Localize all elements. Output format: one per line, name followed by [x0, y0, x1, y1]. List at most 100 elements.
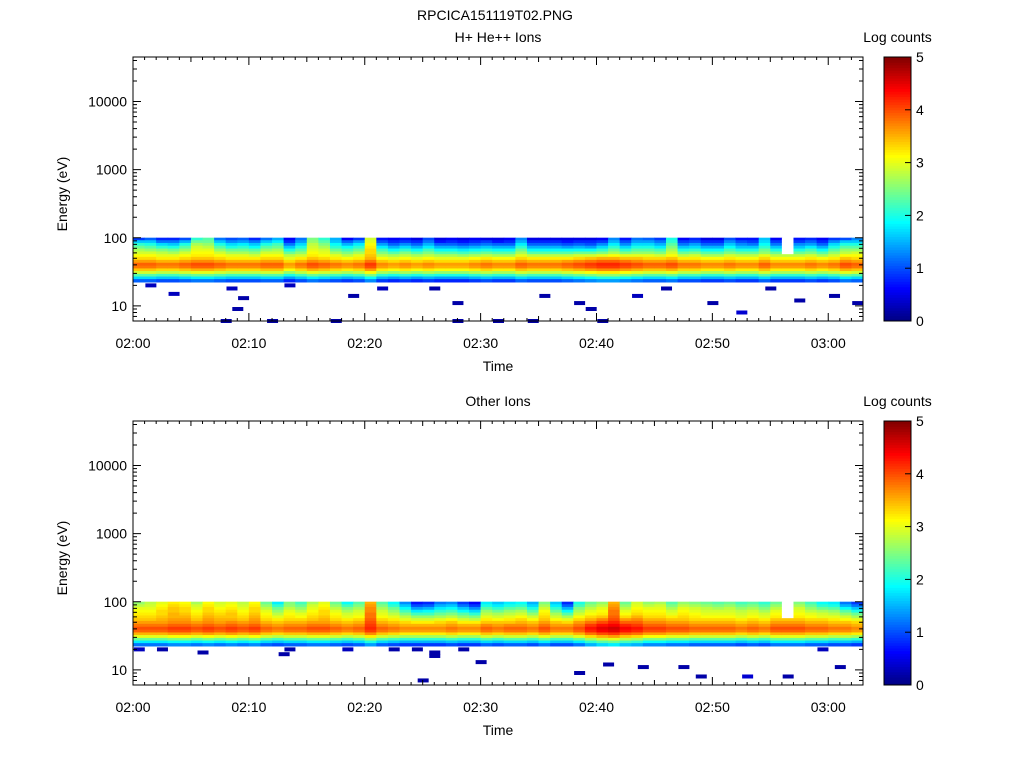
colorbar-swatch	[884, 120, 911, 124]
heatmap-cell	[399, 612, 412, 616]
heatmap-cell	[237, 245, 250, 249]
heatmap-cell	[608, 629, 621, 633]
heatmap-cell	[272, 276, 285, 280]
x-tick-label: 02:10	[231, 335, 266, 351]
heatmap-cell	[700, 643, 713, 647]
heatmap-cell	[353, 626, 366, 631]
heatmap-cell	[608, 242, 621, 247]
heatmap-cell	[596, 254, 609, 258]
heatmap-cell	[156, 601, 169, 605]
colorbar-swatch	[884, 650, 911, 654]
heatmap-cell	[329, 237, 342, 241]
colorbar-swatch	[884, 450, 911, 454]
heatmap-cell	[526, 618, 539, 622]
heatmap-cell	[689, 259, 702, 264]
heatmap-cell	[329, 268, 342, 272]
heatmap-cell	[689, 601, 702, 605]
heatmap-cell	[376, 237, 389, 241]
heatmap-cell	[156, 279, 169, 283]
heatmap-cell	[677, 632, 690, 636]
heatmap-cell	[422, 271, 435, 275]
heatmap-cell	[306, 640, 319, 644]
heatmap-cell	[747, 626, 760, 631]
heatmap-cell	[526, 640, 539, 644]
heatmap-cell	[306, 276, 319, 280]
heatmap-cell	[723, 271, 736, 275]
heatmap-cell	[642, 271, 655, 275]
heatmap-cell	[666, 609, 679, 613]
heatmap-cell	[329, 609, 342, 613]
heatmap-cell	[781, 626, 794, 631]
heatmap-cell	[295, 240, 308, 244]
heatmap-cell	[816, 643, 829, 647]
heatmap-cell	[758, 273, 771, 277]
colorbar-tick-label: 3	[916, 519, 924, 535]
heatmap-cell	[642, 273, 655, 277]
heatmap-cell	[133, 632, 145, 636]
heatmap-cell	[654, 271, 667, 275]
heatmap-cell	[723, 601, 736, 605]
heatmap-cell	[341, 640, 354, 644]
heatmap-cell	[399, 620, 412, 625]
colorbar-swatch	[884, 78, 911, 82]
heatmap-cell	[839, 240, 852, 244]
heatmap-cell	[758, 643, 771, 647]
heatmap-cell	[399, 256, 412, 261]
colorbar-swatch	[884, 299, 911, 304]
heatmap-cell	[828, 242, 841, 247]
heatmap-cell	[469, 637, 482, 641]
heatmap-cell	[260, 609, 273, 613]
heatmap-cell	[608, 251, 621, 255]
heatmap-cell	[190, 245, 203, 249]
heatmap-cell	[248, 242, 261, 247]
heatmap-cell	[781, 254, 794, 258]
heatmap-cell	[550, 609, 563, 613]
heatmap-cell	[515, 635, 528, 639]
heatmap-cell	[793, 609, 806, 613]
heatmap-cell	[631, 242, 644, 247]
heatmap-cell	[805, 604, 818, 608]
heatmap-cell	[642, 601, 655, 605]
heatmap-cell	[584, 620, 597, 625]
heatmap-cell	[828, 251, 841, 255]
heatmap-cell	[329, 615, 342, 619]
heatmap-cell	[260, 273, 273, 277]
heatmap-cell	[167, 623, 180, 628]
heatmap-cell	[411, 242, 424, 247]
heatmap-cell	[364, 279, 377, 283]
heatmap-cell	[805, 632, 818, 636]
heatmap-cell	[480, 609, 493, 613]
heatmap-cell	[295, 268, 308, 272]
heatmap-cell	[515, 626, 528, 631]
heatmap-cell	[214, 254, 227, 258]
heatmap-cell	[805, 273, 818, 277]
heatmap-cell	[434, 273, 447, 277]
isolated-data-point	[452, 301, 464, 306]
heatmap-cell	[399, 626, 412, 631]
heatmap-cell	[480, 601, 493, 605]
heatmap-cell	[469, 237, 482, 241]
heatmap-cell	[805, 643, 818, 647]
heatmap-cell	[445, 640, 458, 644]
colorbar-tick-label: 5	[916, 413, 924, 429]
heatmap-cell	[573, 632, 586, 636]
heatmap-cell	[190, 601, 203, 605]
heatmap-cell	[329, 620, 342, 625]
heatmap-cell	[573, 604, 586, 608]
heatmap-cell	[283, 626, 296, 631]
heatmap-cell	[573, 609, 586, 613]
heatmap-cell	[689, 626, 702, 631]
heatmap-cell	[411, 276, 424, 280]
heatmap-cell	[167, 265, 180, 269]
heatmap-cell	[445, 606, 458, 611]
heatmap-cells	[133, 601, 864, 683]
colorbar-swatch	[884, 624, 911, 628]
heatmap-cell	[469, 265, 482, 269]
heatmap-cell	[248, 256, 261, 261]
colorbar-swatch	[884, 523, 911, 528]
heatmap-cell	[225, 635, 238, 639]
heatmap-cell	[272, 273, 285, 277]
colorbar-swatch	[884, 128, 911, 132]
heatmap-cell	[770, 273, 783, 277]
heatmap-cell	[503, 635, 516, 639]
